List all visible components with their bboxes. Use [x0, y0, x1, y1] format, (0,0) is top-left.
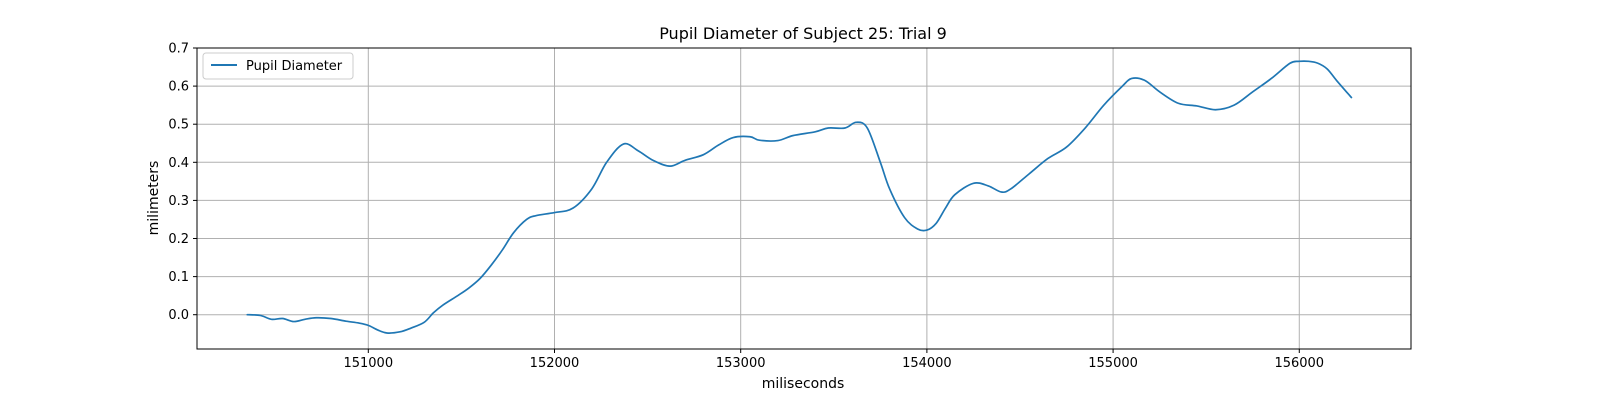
y-tick-label: 0.1 [168, 270, 189, 285]
plot-area [197, 48, 1411, 349]
series-layer [246, 60, 1353, 334]
legend-frame [202, 52, 354, 80]
legend: Pupil Diameter [202, 52, 354, 80]
y-tick-label: 0.0 [168, 308, 189, 323]
x-tick-label: 152000 [530, 356, 580, 371]
y-tick-label: 0.4 [168, 156, 189, 171]
legend-label: Pupil Diameter [246, 59, 343, 74]
x-tick-label: 156000 [1274, 356, 1324, 371]
x-axis-label: miliseconds [762, 376, 845, 392]
y-tick-label: 0.6 [168, 80, 189, 95]
y-tick-label: 0.7 [168, 42, 189, 57]
x-tick-label: 151000 [343, 356, 393, 371]
y-tick-label: 0.2 [168, 232, 189, 247]
x-tick-label: 153000 [716, 356, 766, 371]
axis-ticks: 151000 152000 153000 154000 155000 156000 0.0 0… [168, 42, 1324, 372]
x-tick-label: 155000 [1088, 356, 1138, 371]
x-tick-label: 154000 [902, 356, 952, 371]
y-tick-label: 0.5 [168, 118, 189, 133]
y-axis-label: milimeters [146, 161, 162, 236]
plot-frame [196, 47, 1412, 350]
chart-title: Pupil Diameter of Subject 25: Trial 9 [659, 24, 947, 43]
series-line-pupil-diameter [246, 60, 1353, 334]
y-tick-label: 0.3 [168, 194, 189, 209]
